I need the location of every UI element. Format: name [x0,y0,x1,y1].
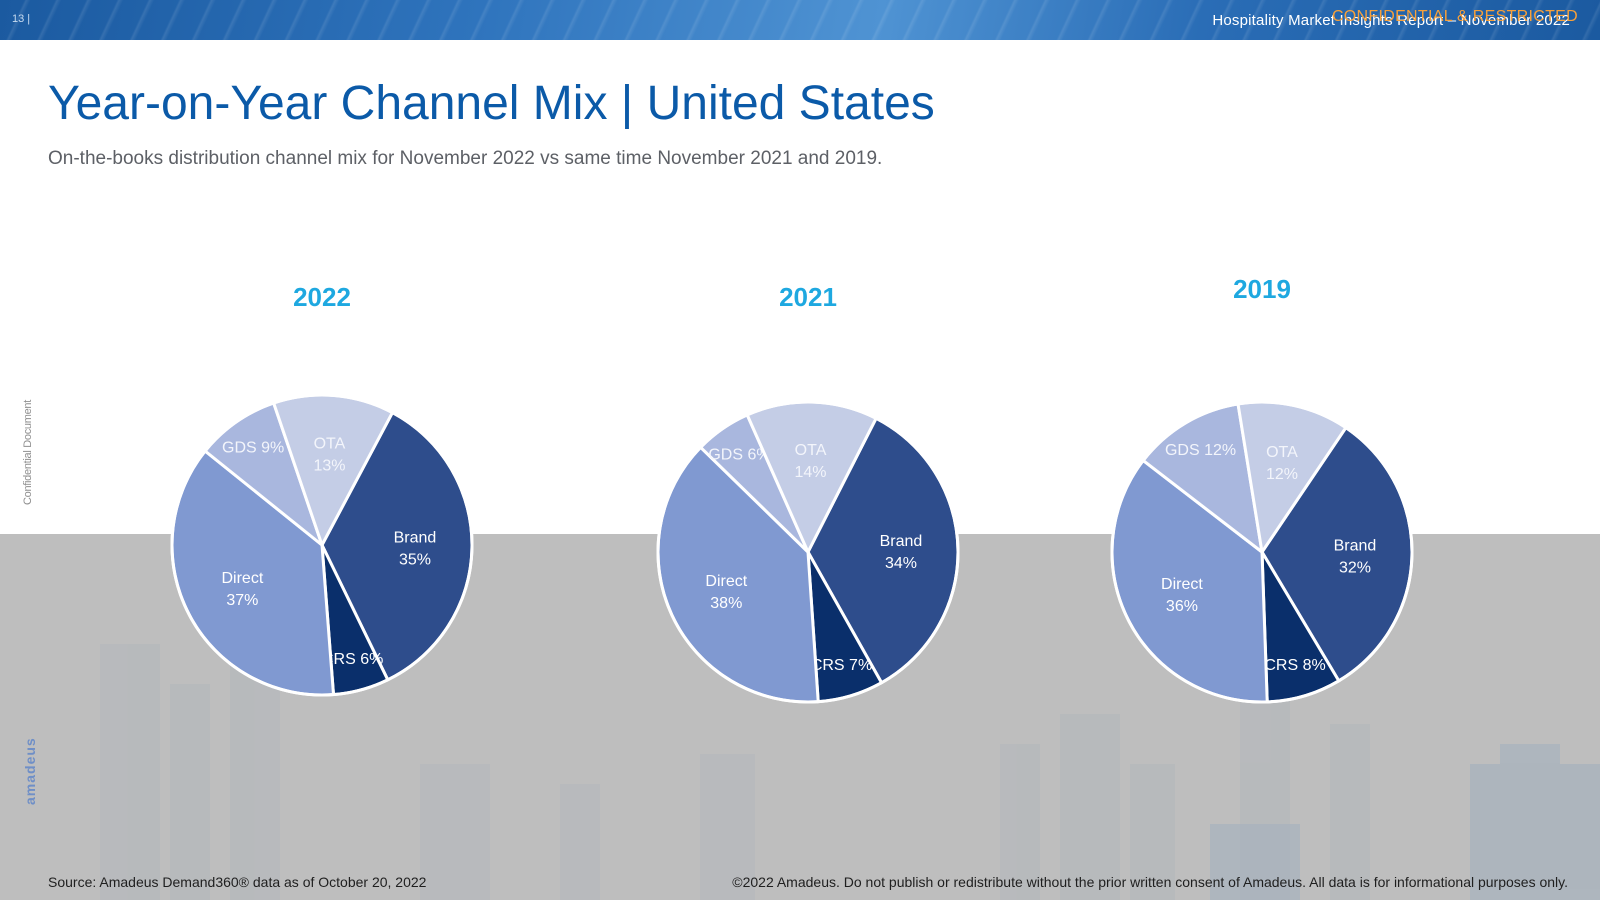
slice-label-gds: GDS 6% [708,446,770,463]
slice-category-direct: Direct [1161,576,1203,593]
pie-outline [170,393,474,697]
confidential-label: CONFIDENTIAL & RESTRICTED [1331,8,1578,25]
slice-category-ota: OTA [795,442,827,459]
slice-value-direct: 37% [226,592,258,609]
slice-category-direct: Direct [221,570,263,587]
page-subtitle: On-the-books distribution channel mix fo… [48,148,883,169]
slice-value-ota: 12% [1266,466,1298,483]
pie-outline [656,400,960,704]
slice-label-crs: CRS 6% [322,651,383,668]
slice-value-ota: 13% [313,457,345,474]
slice-value-direct: 38% [710,595,742,612]
slice-category-direct: Direct [705,573,747,590]
city-skyline-image [100,644,1600,900]
source-note: Source: Amadeus Demand360® data as of Oc… [48,874,427,890]
pie-chart-2019: 2019 Brand 32% CRS 8% Direct 36% GDS 12% OTA 12% [1110,274,1414,704]
pie-chart-2022: 2022 Brand 35% CRS 6% Direct 37% GDS 9% OTA 13% [170,282,474,697]
slice-category-brand: Brand [880,533,923,550]
page-title: Year-on-Year Channel Mix | United States [48,77,935,130]
slice-label-crs: CRS 7% [811,657,872,674]
slice-value-direct: 36% [1166,598,1198,615]
slice-category-ota: OTA [1266,444,1298,461]
copyright-note: ©2022 Amadeus. Do not publish or redistr… [732,874,1568,890]
page-number: 13 | [12,13,31,25]
slice-category-brand: Brand [1334,538,1377,555]
slice-value-ota: 14% [794,464,826,481]
pie-title: 2022 [293,282,351,312]
slice-value-brand: 34% [885,555,917,572]
slice-label-gds: GDS 12% [1165,442,1236,459]
pie-chart-2021: 2021 Brand 34% CRS 7% Direct 38% GDS 6% OTA 14% [656,282,960,704]
pie-title: 2021 [779,282,837,312]
slice-category-brand: Brand [394,530,437,547]
slice-label-crs: CRS 8% [1264,657,1325,674]
slice-value-brand: 32% [1339,560,1371,577]
pie-title: 2019 [1233,274,1291,304]
slice-label-gds: GDS 9% [222,440,284,457]
report-title: Hospitality Market Insights Report – Nov… [1212,12,1570,29]
header-bar [0,0,1600,40]
slice-category-ota: OTA [314,435,346,452]
pie-outline [1110,400,1414,704]
slice-value-brand: 35% [399,552,431,569]
